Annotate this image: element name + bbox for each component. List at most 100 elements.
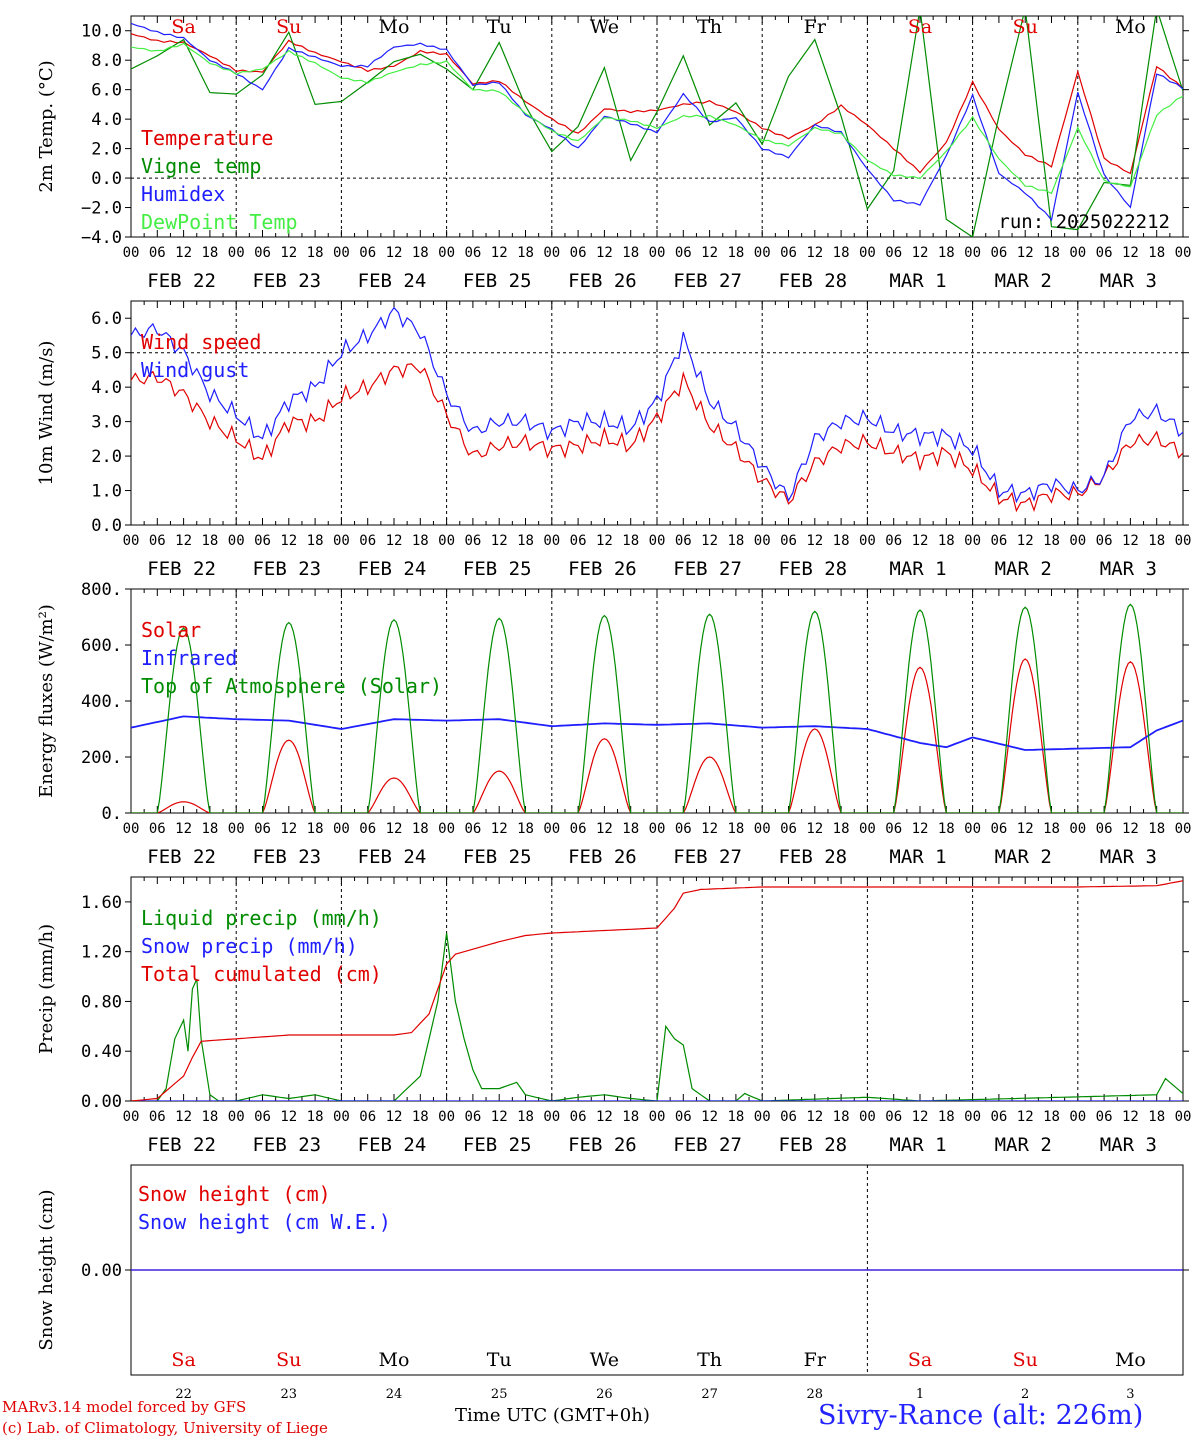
y-tick-label: 0.0 [91, 169, 122, 189]
hour-tick-label: 06 [675, 1109, 692, 1125]
x-axis-title: Time UTC (GMT+0h) [455, 1405, 650, 1426]
date-label: FEB 25 [463, 270, 532, 292]
weekday-label: Tu [487, 1349, 512, 1371]
date-label: MAR 2 [995, 1134, 1052, 1156]
hour-tick-label: 00 [228, 1109, 245, 1125]
hour-tick-label: 12 [175, 821, 192, 837]
date-label: FEB 23 [252, 846, 321, 868]
hour-tick-label: 12 [386, 1109, 403, 1125]
y-tick-label: 8.0 [91, 51, 122, 71]
date-label: MAR 3 [1100, 270, 1157, 292]
hour-tick-label: 12 [596, 1109, 613, 1125]
date-label: FEB 26 [568, 270, 637, 292]
legend-entry: Snow precip (mm/h) [141, 934, 358, 958]
hour-tick-label: 12 [386, 821, 403, 837]
y-axis-label: Precip (mm/h) [36, 924, 57, 1054]
hour-tick-label: 18 [938, 1109, 955, 1125]
legend-entry: Snow height (cm W.E.) [138, 1210, 391, 1234]
hour-tick-label: 06 [885, 533, 902, 549]
y-tick-label: 10.0 [81, 22, 122, 42]
hour-tick-label: 18 [727, 1109, 744, 1125]
hour-tick-label: 18 [622, 533, 639, 549]
hour-tick-label: 18 [412, 533, 429, 549]
day-number-label: 26 [596, 1387, 613, 1402]
hour-tick-label: 18 [307, 245, 324, 261]
hour-tick-label: 06 [149, 821, 166, 837]
date-label: FEB 27 [673, 846, 742, 868]
hour-tick-label: 18 [938, 245, 955, 261]
hour-tick-label: 06 [675, 245, 692, 261]
hour-tick-label: 00 [1175, 245, 1192, 261]
hour-tick-label: 12 [596, 245, 613, 261]
date-label: FEB 22 [147, 270, 216, 292]
hour-tick-label: 18 [1043, 821, 1060, 837]
hour-tick-label: 12 [1017, 1109, 1034, 1125]
hour-tick-label: 18 [201, 1109, 218, 1125]
hour-tick-label: 06 [780, 533, 797, 549]
hour-tick-label: 18 [1043, 1109, 1060, 1125]
y-tick-label: 0.00 [81, 1261, 122, 1281]
hour-tick-label: 00 [1069, 245, 1086, 261]
legend-entry: Wind speed [141, 330, 261, 354]
series-top-of-atmosphere-solar [131, 603, 1183, 813]
y-tick-label: 2.0 [91, 447, 122, 467]
hour-tick-label: 00 [438, 245, 455, 261]
hour-tick-label: 06 [675, 821, 692, 837]
date-label: FEB 24 [358, 846, 427, 868]
hour-tick-label: 12 [280, 533, 297, 549]
date-label: FEB 26 [568, 1134, 637, 1156]
date-label: FEB 22 [147, 1134, 216, 1156]
hour-tick-label: 00 [649, 533, 666, 549]
hour-tick-label: 12 [491, 245, 508, 261]
hour-tick-label: 18 [622, 1109, 639, 1125]
hour-tick-label: 06 [359, 821, 376, 837]
hour-tick-label: 18 [727, 821, 744, 837]
hour-tick-label: 18 [307, 533, 324, 549]
hour-tick-label: 18 [307, 1109, 324, 1125]
date-label: FEB 24 [358, 1134, 427, 1156]
legend-entry: Top of Atmosphere (Solar) [141, 674, 442, 698]
series-wind-gust [131, 306, 1183, 504]
date-label: FEB 25 [463, 1134, 532, 1156]
hour-tick-label: 06 [570, 245, 587, 261]
series-humidex [131, 22, 1183, 222]
day-number-label: 27 [701, 1387, 718, 1402]
day-number-label: 23 [281, 1387, 298, 1402]
panel-4: 0.00 0.40 0.80 1.20 1.60 00 06 12 18 00 06 12 18 00 06… [36, 876, 1191, 1156]
y-tick-label: 200. [81, 748, 122, 768]
hour-tick-label: 00 [438, 533, 455, 549]
hour-tick-label: 06 [780, 1109, 797, 1125]
day-number-label: 28 [807, 1387, 824, 1402]
panel-2: 0.0 1.0 2.0 3.0 4.0 5.0 6.0 00 06 12 18 00 06 12 18 00 0… [36, 300, 1191, 580]
lab-credit: (c) Lab. of Climatology, University of L… [2, 1419, 328, 1437]
day-number-label: 1 [916, 1387, 924, 1402]
hour-tick-label: 12 [701, 533, 718, 549]
hour-tick-label: 06 [990, 1109, 1007, 1125]
hour-tick-label: 00 [859, 821, 876, 837]
hour-tick-label: 06 [359, 533, 376, 549]
series-liquid-precip-mm-h [131, 932, 1183, 1101]
hour-tick-label: 12 [175, 1109, 192, 1125]
weekday-label: Sa [171, 16, 195, 38]
hour-tick-label: 18 [201, 821, 218, 837]
hour-tick-label: 00 [964, 245, 981, 261]
hour-tick-label: 06 [1096, 1109, 1113, 1125]
date-label: MAR 2 [995, 846, 1052, 868]
weekday-label: Fr [804, 16, 827, 38]
hour-tick-label: 00 [1069, 1109, 1086, 1125]
hour-tick-label: 18 [938, 533, 955, 549]
day-number-label: 25 [491, 1387, 508, 1402]
weekday-label: Th [697, 1349, 722, 1371]
day-number-label: 22 [175, 1387, 192, 1402]
date-label: FEB 27 [673, 270, 742, 292]
hour-tick-label: 00 [228, 821, 245, 837]
hour-tick-label: 06 [990, 245, 1007, 261]
date-label: FEB 27 [673, 558, 742, 580]
hour-tick-label: 06 [254, 821, 271, 837]
hour-tick-label: 18 [833, 821, 850, 837]
hour-tick-label: 00 [543, 821, 560, 837]
date-label: FEB 28 [778, 270, 847, 292]
hour-tick-label: 06 [464, 821, 481, 837]
hour-tick-label: 12 [806, 1109, 823, 1125]
hour-tick-label: 00 [123, 821, 140, 837]
